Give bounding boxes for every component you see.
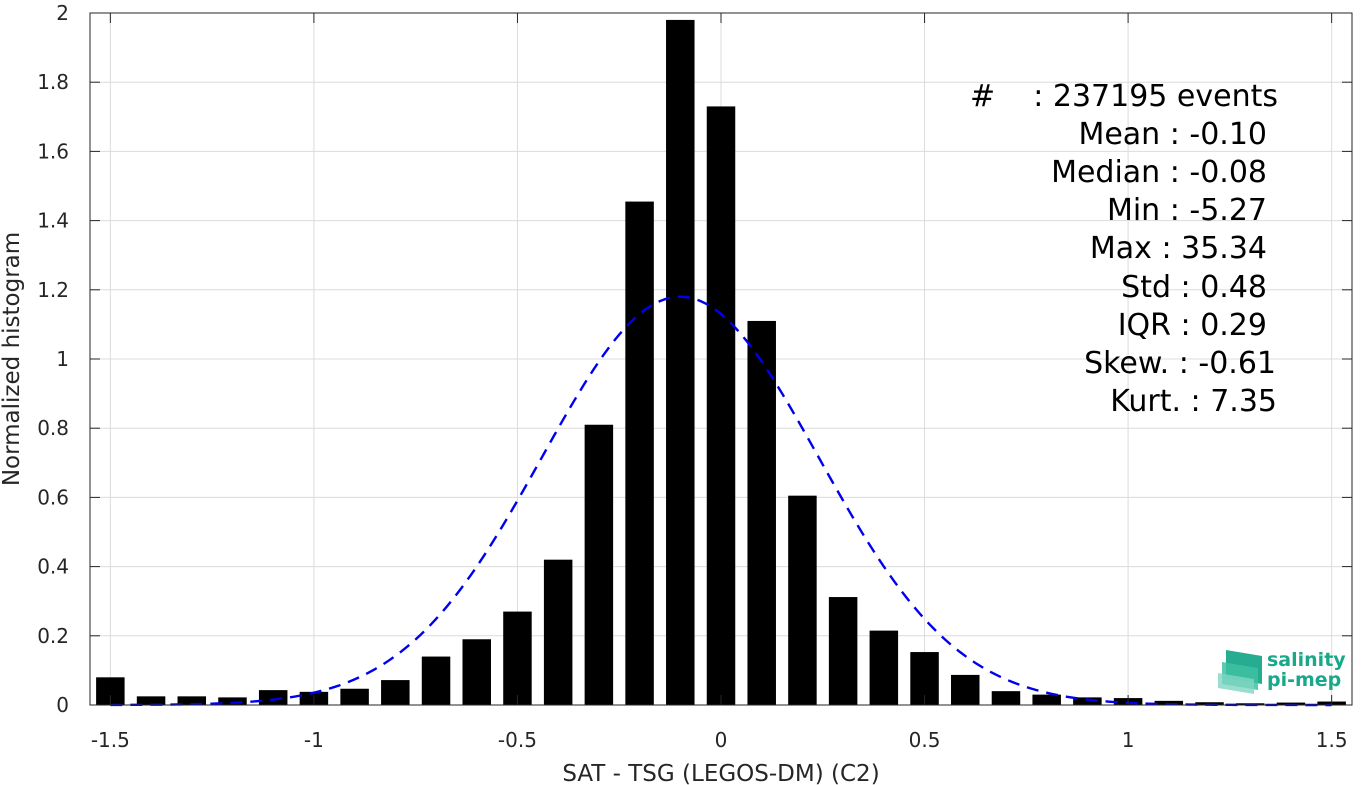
y-tick-label: 1.4 xyxy=(37,209,69,233)
stat-min: Min : -5.27 xyxy=(1107,193,1267,228)
stat-count-key: # xyxy=(970,79,995,114)
histogram-bar xyxy=(503,611,532,705)
y-tick-label: 1 xyxy=(56,347,69,371)
y-tick-label: 2 xyxy=(56,1,69,25)
histogram-bar xyxy=(258,690,288,705)
stat-skew: Skew. : -0.61 xyxy=(1084,346,1276,381)
histogram-bar xyxy=(828,597,858,705)
y-tick-label: 1.8 xyxy=(37,70,69,94)
y-axis-label: Normalized histogram xyxy=(0,232,25,486)
histogram-bar xyxy=(666,19,695,706)
stat-kurt: Kurt. : 7.35 xyxy=(1110,384,1277,419)
histogram-bar xyxy=(462,639,491,705)
stat-count: : 237195 events xyxy=(1033,79,1278,114)
x-tick-label: 1.5 xyxy=(1316,728,1348,752)
histogram-bar xyxy=(340,688,369,705)
y-tick-label: 0 xyxy=(56,693,69,717)
histogram-bar xyxy=(991,691,1021,705)
histogram-bar xyxy=(747,320,776,705)
histogram-bar xyxy=(584,424,614,705)
x-tick-label: 1 xyxy=(1122,728,1135,752)
stats-box: # : 237195 events Mean : -0.10 Median : … xyxy=(970,79,1278,419)
histogram-bar xyxy=(381,680,410,705)
stat-std: Std : 0.48 xyxy=(1121,270,1267,305)
x-tick-label: -1 xyxy=(304,728,324,752)
stat-median: Median : -0.08 xyxy=(1051,155,1267,190)
y-tick-label: 1.6 xyxy=(37,139,69,163)
histogram-bar xyxy=(625,201,654,705)
y-tick-label: 1.2 xyxy=(37,278,69,302)
histogram-bar xyxy=(136,696,166,705)
x-tick-label: 0.5 xyxy=(909,728,941,752)
histogram-bar xyxy=(869,630,899,705)
x-tick-label: -1.5 xyxy=(91,728,130,752)
axis-ticks xyxy=(90,12,1352,706)
wave-logo-icon xyxy=(1218,650,1262,694)
y-tick-label: 0.4 xyxy=(37,555,69,579)
histogram-bar xyxy=(543,559,573,705)
y-tick-label: 0.8 xyxy=(37,416,69,440)
stat-mean: Mean : -0.10 xyxy=(1078,117,1267,152)
histogram-bar xyxy=(951,674,980,705)
salinity-pi-mep-logo: salinity pi-mep xyxy=(1218,649,1346,694)
y-tick-label: 0.6 xyxy=(37,485,69,509)
x-tick-label: 0 xyxy=(715,728,728,752)
histogram-bar xyxy=(1154,700,1184,705)
y-tick-labels: 0 0.2 0.4 0.6 0.8 1 1.2 1.4 1.6 1.8 2 xyxy=(37,1,69,717)
histogram-bar xyxy=(218,697,247,705)
x-tick-label: -0.5 xyxy=(498,728,537,752)
histogram-bar xyxy=(706,106,736,706)
logo-salinity-text: salinity xyxy=(1267,649,1346,671)
y-tick-label: 0.2 xyxy=(37,624,69,648)
histogram-bar xyxy=(177,696,207,705)
stat-iqr: IQR : 0.29 xyxy=(1118,308,1267,343)
logo-pimep-text: pi-mep xyxy=(1267,669,1341,691)
x-axis-label: SAT - TSG (LEGOS-DM) (C2) xyxy=(562,761,879,785)
stat-max: Max : 35.34 xyxy=(1090,231,1267,266)
histogram-bar xyxy=(1032,694,1061,705)
x-tick-labels: -1.5 -1 -0.5 0 0.5 1 1.5 xyxy=(91,728,1348,752)
histogram-bar xyxy=(421,656,451,705)
histogram-bar xyxy=(788,495,817,705)
histogram-bar xyxy=(1073,697,1102,705)
